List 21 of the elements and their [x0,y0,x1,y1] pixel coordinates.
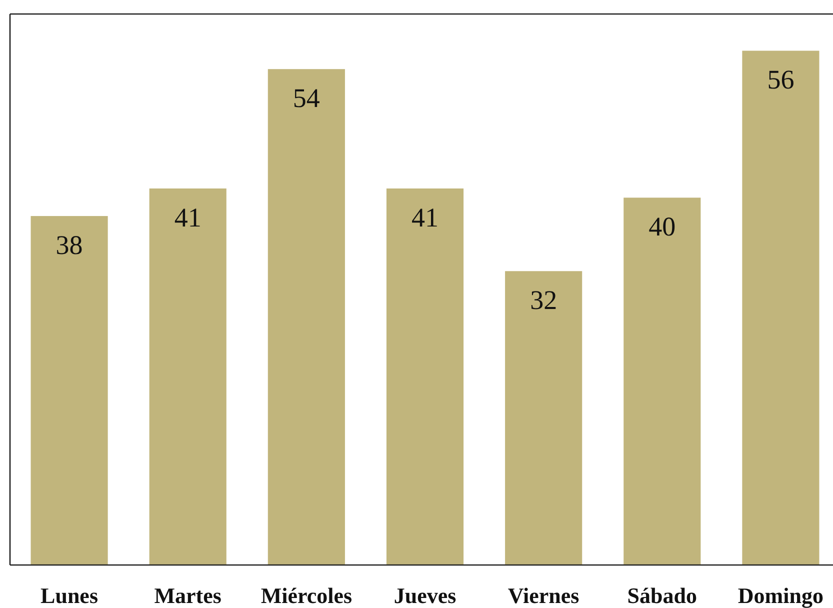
x-tick-label: Martes [154,583,222,608]
bar [149,188,226,565]
bar [268,69,345,565]
x-tick-label: Domingo [738,583,824,608]
x-tick-label: Lunes [40,583,98,608]
bar [30,216,108,565]
data-label: 54 [292,83,320,114]
bar [386,188,464,565]
x-tick-label: Jueves [394,583,457,608]
x-tick-label: Sábado [627,583,697,608]
data-label: 56 [767,64,794,95]
bar [624,198,701,565]
data-label: 41 [412,202,438,232]
x-tick-label: Viernes [508,583,580,608]
data-label: 40 [648,212,676,242]
bar [742,50,820,565]
data-label: 38 [56,230,83,260]
bar [505,271,582,565]
x-tick-label: Miércoles [260,583,352,608]
data-label: 32 [530,285,558,316]
data-label: 41 [174,202,202,232]
